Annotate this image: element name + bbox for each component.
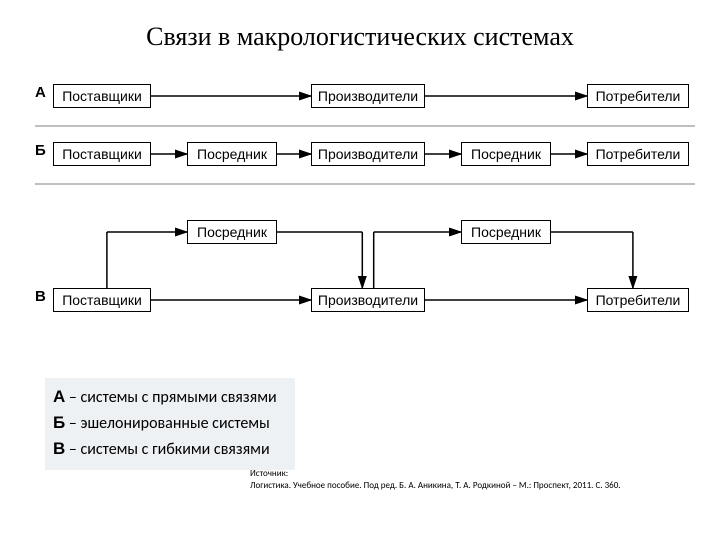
legend-text: – системы с гибкими связями <box>65 440 269 459</box>
source-text: Логистика. Учебное пособие. Под ред. Б. … <box>250 480 621 492</box>
legend-box: А – системы с прямыми связями Б – эшелон… <box>45 378 295 470</box>
flow-node: Поставщики <box>53 84 151 108</box>
flow-node: Посредник <box>187 220 277 244</box>
source-label: Источник: <box>250 468 621 480</box>
row-label: А <box>35 84 46 101</box>
macrologistics-diagram: А Б В Поставщики Производители Потребители Пос… <box>35 60 695 350</box>
legend-key-v: В <box>53 439 65 458</box>
legend-key-b: Б <box>53 413 65 432</box>
flow-node: Потребители <box>587 288 689 312</box>
flow-node: Производители <box>311 288 425 312</box>
row-label: В <box>35 288 46 305</box>
flow-node: Поставщики <box>53 142 151 166</box>
flow-node: Посредник <box>461 220 551 244</box>
flow-node: Производители <box>311 84 425 108</box>
row-label: Б <box>35 142 46 159</box>
source-citation: Источник: Логистика. Учебное пособие. По… <box>250 468 621 491</box>
legend-item: В – системы с гибкими связями <box>53 436 277 462</box>
flow-node: Посредник <box>461 142 551 166</box>
flow-node: Производители <box>311 142 425 166</box>
flow-node: Поставщики <box>53 288 151 312</box>
legend-text: – системы с прямыми связями <box>65 388 276 407</box>
legend-text: – эшелонированные системы <box>65 414 270 433</box>
page-title: Связи в макрологистических системах <box>0 0 720 60</box>
flow-node: Потребители <box>587 142 689 166</box>
legend-item: Б – эшелонированные системы <box>53 410 277 436</box>
legend-item: А – системы с прямыми связями <box>53 384 277 410</box>
flow-node: Потребители <box>587 84 689 108</box>
flow-node: Посредник <box>187 142 277 166</box>
legend-key-a: А <box>53 387 65 406</box>
